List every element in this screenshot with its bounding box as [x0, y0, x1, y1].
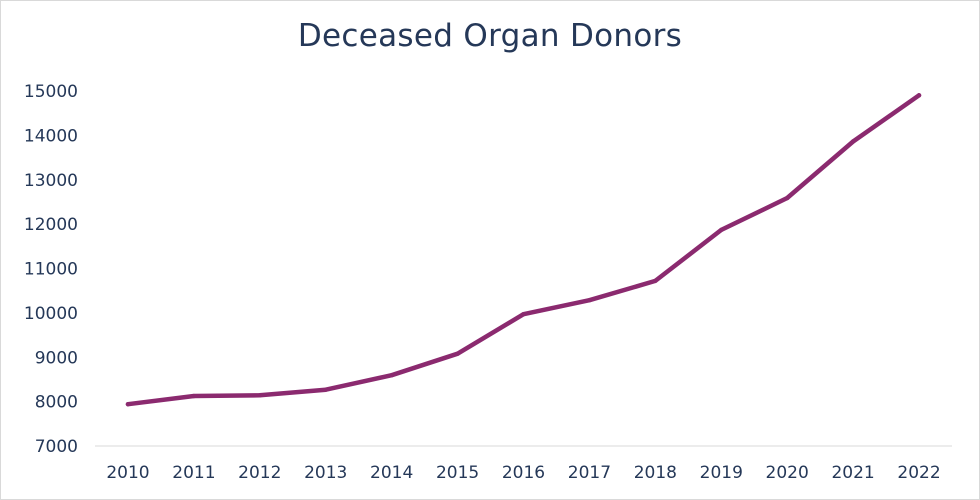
- x-tick-label: 2010: [106, 463, 149, 483]
- data-point: [521, 311, 526, 317]
- data-point: [389, 372, 394, 378]
- y-tick-label: 12000: [24, 215, 78, 235]
- y-tick-label: 10000: [24, 304, 78, 324]
- data-point: [587, 297, 592, 303]
- x-tick-label: 2019: [700, 463, 743, 483]
- data-point: [784, 195, 790, 201]
- x-tick-label: 2020: [766, 463, 809, 483]
- x-axis-ticks: 2010 2011 2012 2013 2014 2015 2016 2017 2018 2019…: [106, 463, 940, 483]
- y-tick-label: 15000: [24, 82, 78, 102]
- x-tick-label: 2016: [502, 463, 545, 483]
- y-tick-label: 9000: [35, 348, 78, 368]
- data-point: [455, 351, 460, 356]
- x-tick-label: 2015: [436, 463, 479, 483]
- x-tick-label: 2022: [897, 463, 940, 483]
- y-tick-label: 8000: [35, 393, 78, 413]
- x-tick-label: 2021: [831, 463, 874, 483]
- x-tick-label: 2014: [370, 463, 413, 483]
- data-point: [916, 93, 922, 98]
- y-tick-label: 11000: [24, 260, 78, 280]
- data-point: [125, 401, 131, 407]
- data-point: [257, 393, 263, 398]
- data-point: [850, 139, 856, 144]
- x-tick-label: 2017: [568, 463, 611, 483]
- x-tick-label: 2013: [304, 463, 347, 483]
- data-point: [191, 393, 197, 399]
- x-tick-label: 2011: [172, 463, 215, 483]
- data-point: [719, 227, 724, 233]
- series-line: [125, 93, 922, 407]
- y-tick-label: 7000: [35, 437, 78, 457]
- x-tick-label: 2018: [634, 463, 677, 483]
- y-tick-label: 14000: [24, 126, 78, 146]
- data-point: [653, 278, 658, 284]
- data-point: [323, 387, 328, 392]
- x-tick-label: 2012: [238, 463, 281, 483]
- y-tick-label: 13000: [24, 171, 78, 191]
- y-axis-ticks: 7000 8000 9000 10000 11000 12000 13000 14000 150…: [24, 82, 78, 457]
- chart-title: Deceased Organ Donors: [297, 18, 683, 54]
- series-group: [125, 93, 922, 407]
